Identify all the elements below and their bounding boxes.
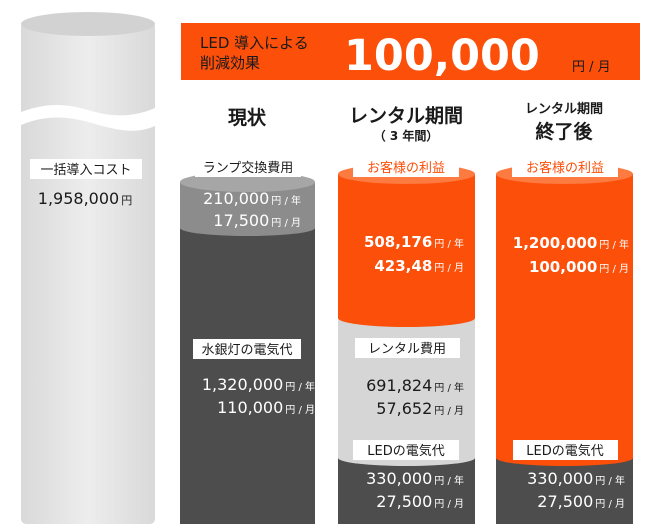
label-box — [512, 157, 618, 177]
column-rental: レンタル期間 （ 3 年間） お客様の利益 508,176 円 / 年 423,4… — [338, 105, 475, 524]
segment-label: お客様の利益 — [526, 160, 604, 176]
segment-value: 27,500 円 / 月 — [376, 492, 464, 511]
column-header-small: レンタル期間 — [525, 102, 603, 117]
column-header: 現状 — [228, 106, 267, 129]
bar-segment-profit — [338, 174, 475, 318]
segment-label: ランプ交換費用 — [203, 160, 294, 176]
banner-amount: 100,000 — [344, 31, 540, 81]
label-box — [195, 157, 301, 177]
segment-label: お客様の利益 — [367, 160, 445, 176]
label-box — [513, 440, 618, 460]
segment-value: 210,000 円 / 年 — [203, 189, 301, 208]
banner-unit: 円 / 月 — [572, 60, 611, 75]
label-box — [353, 157, 459, 177]
bar-segment-profit — [496, 174, 633, 458]
label-box — [30, 159, 142, 179]
bar-initial-top — [21, 12, 155, 36]
segment-value: 330,000 円 / 年 — [366, 469, 464, 488]
wave-break — [21, 104, 155, 131]
savings-banner — [181, 23, 640, 80]
column-header: 終了後 — [535, 120, 593, 143]
segment-label: レンタル費用 — [368, 342, 446, 357]
label-box — [355, 338, 460, 358]
segment-value: 1,200,000 円 / 年 — [513, 234, 629, 252]
segment-label: 水銀灯の電気代 — [201, 342, 292, 358]
segment-value: 508,176 円 / 年 — [364, 233, 464, 251]
segment-value: 110,000 円 / 月 — [217, 398, 315, 417]
segment-value: 691,824 円 / 年 — [366, 376, 464, 395]
banner-line1: LED 導入による — [200, 34, 309, 52]
banner-line2: 削減効果 — [200, 54, 260, 72]
segment-value: 27,500 円 / 月 — [537, 492, 625, 511]
segment-value: 100,000 円 / 月 — [529, 258, 629, 276]
segment-value: 1,320,000 円 / 年 — [202, 375, 315, 394]
label-box — [353, 440, 459, 460]
segment-label: LEDの電気代 — [367, 443, 444, 459]
column-after: レンタル期間 終了後 お客様の利益 1,200,000 円 / 年 100,000… — [496, 102, 633, 524]
bar-segment-mercury — [180, 222, 315, 524]
column-header: レンタル期間 — [349, 105, 463, 127]
bar-segment-lamp-bottom — [180, 220, 315, 236]
bar-segment-profit-bottom — [338, 309, 475, 327]
segment-label: 一括導入コスト — [40, 163, 131, 178]
segment-value: 57,652 円 / 月 — [376, 399, 464, 418]
segment-value: 330,000 円 / 年 — [527, 469, 625, 488]
bar-initial — [21, 22, 155, 524]
segment-value: 423,48 円 / 月 — [374, 257, 464, 275]
segment-label: LEDの電気代 — [526, 443, 603, 459]
column-initial: 一括導入コスト 1,958,000 円 — [21, 12, 155, 524]
segment-value: 17,500 円 / 月 — [213, 211, 301, 230]
column-subheader: （ 3 年間） — [374, 128, 439, 143]
column-current: 現状 ランプ交換費用 210,000 円 / 年 17,500 円 / 月 水銀灯の… — [180, 106, 315, 524]
segment-value: 1,958,000 円 — [38, 189, 132, 208]
label-box — [193, 339, 301, 359]
